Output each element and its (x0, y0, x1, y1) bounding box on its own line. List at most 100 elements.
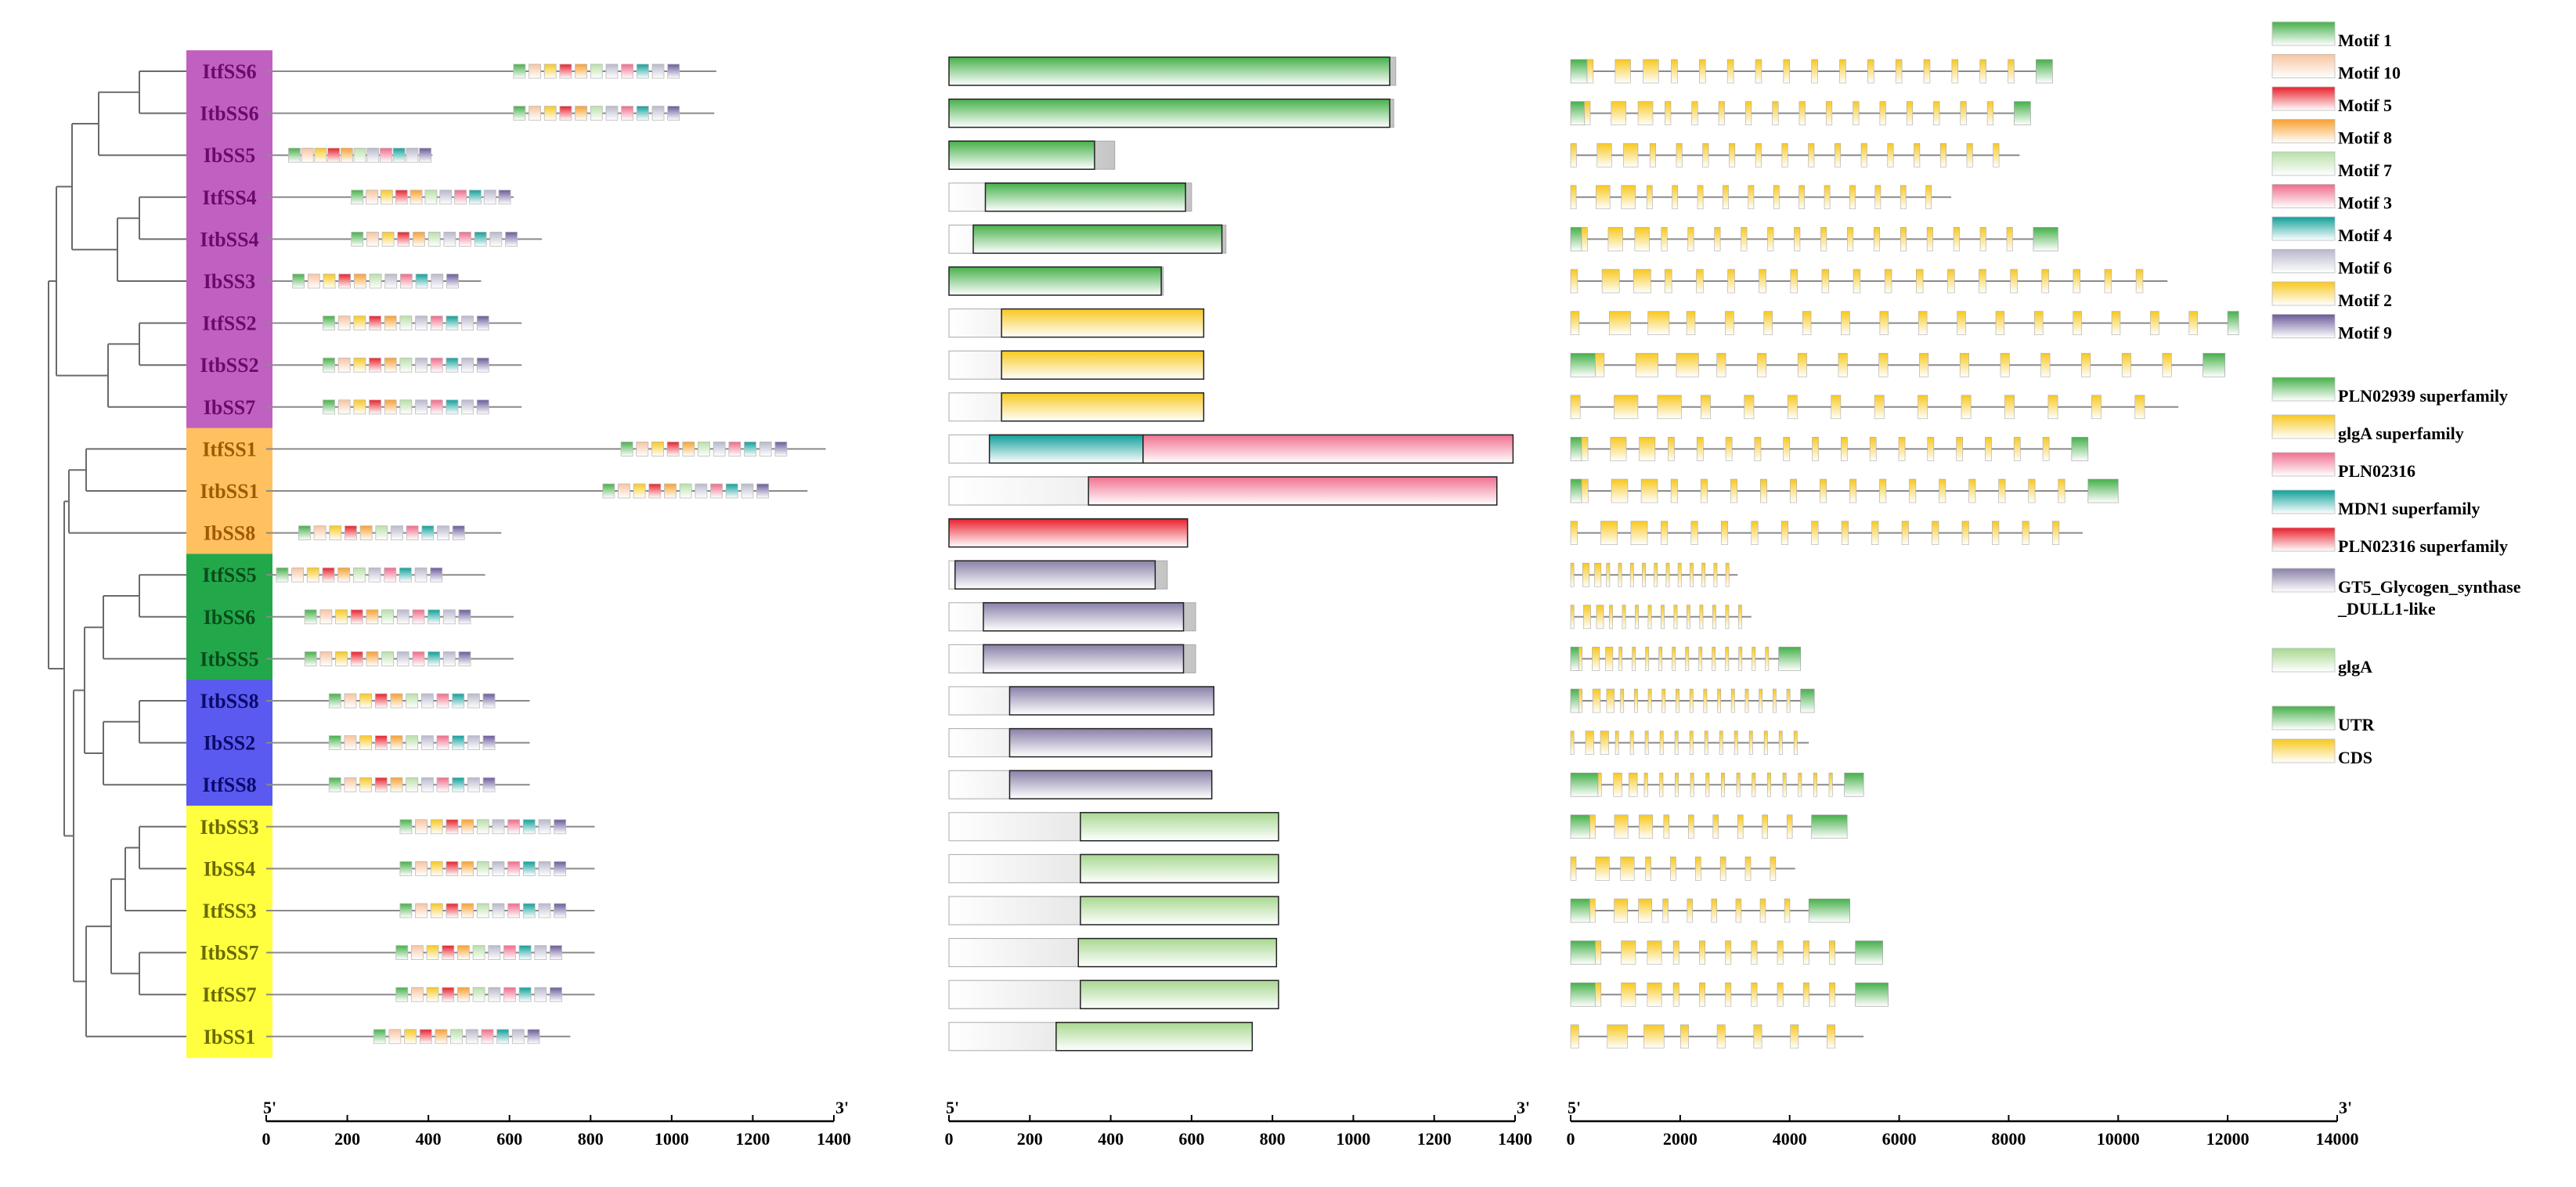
legend-swatch (2271, 414, 2336, 439)
motif-box (395, 189, 408, 205)
motif-box (575, 106, 588, 121)
axis-tick-label: 6000 (1882, 1129, 1917, 1149)
cds-exon-box (1596, 185, 1611, 210)
utr-box (1570, 478, 1582, 503)
cds-exon-box (1672, 982, 1679, 1007)
cds-exon-box (1895, 59, 1903, 84)
cds-exon-box (1786, 814, 1793, 839)
axis-tick-label: 1400 (1498, 1129, 1532, 1149)
legend-swatch (2271, 86, 2336, 111)
cds-exon-box (1570, 395, 1581, 420)
cds-exon-box (1730, 688, 1735, 713)
motif-box (421, 525, 435, 540)
motif-box (396, 651, 409, 666)
motif-box (459, 231, 471, 247)
motif-box (636, 63, 649, 79)
motif-box (618, 483, 630, 499)
motif-box (513, 63, 526, 79)
cds-exon-box (1979, 59, 1986, 84)
motif-box (458, 609, 471, 625)
cds-exon-box (1736, 772, 1741, 797)
cds-exon-box (1638, 898, 1653, 923)
cds-exon-box (1725, 311, 1734, 335)
cds-exon-box (1879, 311, 1889, 335)
motif-box (430, 316, 443, 331)
group-color-block (186, 344, 272, 387)
motif-box (404, 1029, 417, 1044)
cds-exon-box (1690, 562, 1694, 587)
cds-exon-box (1812, 437, 1819, 461)
cds-exon-box (1699, 59, 1706, 84)
motif-box (353, 399, 366, 415)
motif-box (328, 693, 341, 709)
axis-tick-label: 400 (416, 1129, 442, 1149)
motif-box (406, 147, 419, 163)
motif-box (492, 819, 505, 835)
cds-exon-box (1951, 59, 1959, 84)
motif-box (529, 63, 541, 79)
cds-exon-box (1689, 688, 1694, 713)
cds-exon-box (1687, 227, 1694, 251)
cds-exon-box (1765, 647, 1770, 671)
cds-exon-box (1645, 857, 1651, 881)
cds-exon-box (1643, 772, 1648, 797)
cds-exon-box (1998, 478, 2006, 503)
motif-box (384, 273, 398, 289)
utr-box (2227, 311, 2239, 335)
motif-box (384, 399, 397, 415)
cds-exon-box (2135, 269, 2144, 294)
motif-box (651, 63, 665, 79)
axis-tick-label: 600 (1178, 1129, 1204, 1149)
cds-exon-box (1643, 59, 1659, 84)
motif-box (550, 945, 562, 960)
cds-exon-box (1783, 59, 1791, 84)
motif-box (391, 525, 403, 540)
motif-box (351, 231, 364, 247)
axis-tick-label: 14000 (2316, 1129, 2359, 1149)
motif-box (426, 987, 439, 1002)
motif-box (415, 819, 428, 835)
cds-exon-box (1898, 437, 1906, 461)
motif-box (406, 777, 419, 792)
cds-exon-box (1582, 562, 1589, 587)
motif-box (415, 861, 428, 876)
cds-exon-box (1659, 731, 1664, 755)
cds-exon-box (1630, 521, 1648, 545)
motif-box (698, 442, 710, 456)
legend: Motif 1 Motif 10 Motif 5 Motif 8 Motif 7 Moti… (2271, 21, 2521, 767)
motif-box (461, 357, 474, 373)
motif-box (384, 316, 397, 331)
motif-box (636, 442, 649, 456)
cds-exon-box (2162, 352, 2172, 377)
group-color-block (186, 721, 272, 764)
cds-exon-box (1782, 772, 1787, 797)
cds-exon-box (1671, 59, 1678, 84)
motif-box (452, 525, 465, 540)
cds-exon-box (1985, 437, 1992, 461)
motif-box (651, 442, 664, 456)
cds-exon-box (1923, 59, 1931, 84)
cds-exon-box (1979, 227, 1986, 251)
motif-box (381, 609, 394, 625)
motif-box (664, 483, 676, 499)
cds-exon-box (2047, 395, 2058, 420)
cds-exon-box (1939, 143, 1946, 168)
cds-exon-box (1581, 227, 1588, 251)
cds-exon-box (1712, 814, 1719, 839)
cds-exon-box (1691, 101, 1698, 125)
cds-exon-box (1570, 521, 1578, 545)
motif-box (492, 903, 505, 918)
legend-label: Motif 4 (2338, 225, 2392, 245)
axis-tick-label: 1000 (655, 1129, 689, 1149)
cds-exon-box (1672, 647, 1676, 671)
motif-box (575, 63, 588, 79)
cds-exon-box (1900, 185, 1907, 210)
gene-labels: ItfSS6 ItbSS6 IbSS5 ItfSS4 ItbSS4 IbSS3 ItfSS2… (186, 50, 272, 1059)
legend-swatch (2271, 184, 2336, 208)
cds-exon-box (1711, 898, 1718, 923)
motif-box (369, 399, 381, 415)
axis-tick-label: 200 (1017, 1129, 1043, 1149)
cds-exon-box (1581, 478, 1589, 503)
motif-box (452, 735, 465, 750)
motif-box (430, 819, 443, 835)
